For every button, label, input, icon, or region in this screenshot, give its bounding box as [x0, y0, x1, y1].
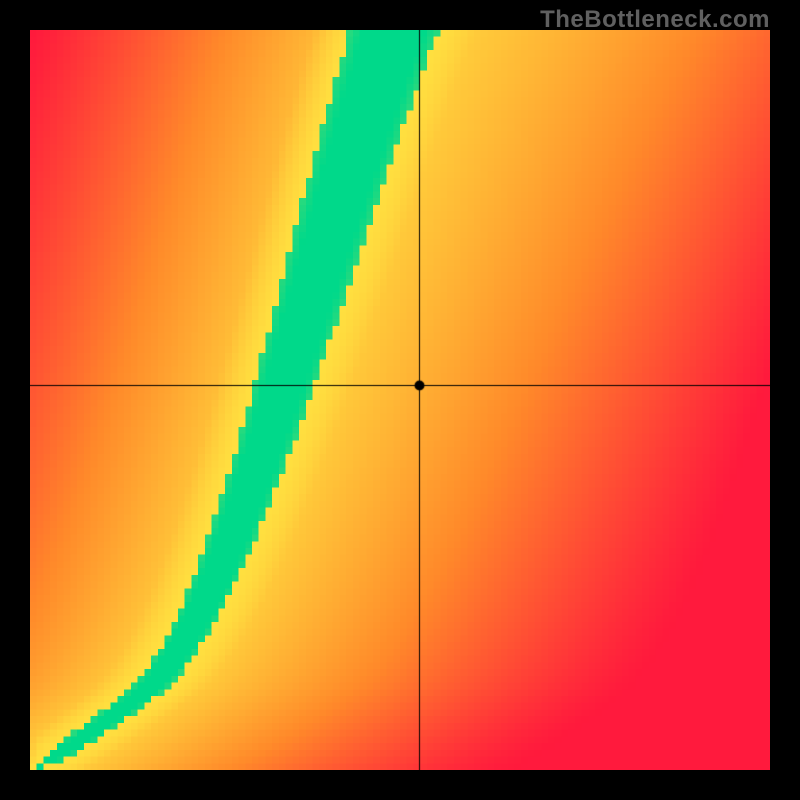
figure-container: TheBottleneck.com: [0, 0, 800, 800]
crosshair-overlay: [30, 30, 770, 770]
watermark-text: TheBottleneck.com: [540, 6, 770, 34]
